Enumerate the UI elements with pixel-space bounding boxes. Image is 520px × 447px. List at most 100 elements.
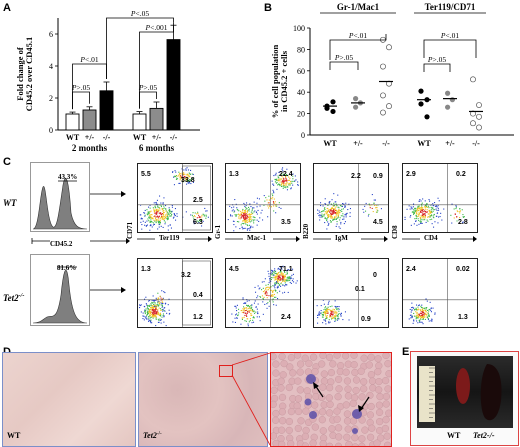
flow-event xyxy=(421,312,423,314)
flow-event xyxy=(234,321,236,323)
flow-event xyxy=(277,184,279,186)
flow-event xyxy=(264,293,266,295)
quadrant-value: 0 xyxy=(373,272,377,279)
flow-event xyxy=(147,310,149,312)
flow-event xyxy=(267,286,269,288)
flow-event xyxy=(147,214,149,216)
red-blood-cell xyxy=(384,385,391,393)
flow-event xyxy=(327,210,329,212)
flow-event xyxy=(415,307,417,309)
sig-a3-bracket xyxy=(139,91,157,109)
flow-event xyxy=(326,315,328,317)
flow-event xyxy=(326,312,328,314)
flow-event xyxy=(140,221,142,223)
flow-event xyxy=(160,206,162,208)
flow-event xyxy=(413,212,415,214)
flow-event xyxy=(340,210,342,212)
flow-event xyxy=(429,213,431,215)
flow-event xyxy=(275,276,277,278)
flow-event xyxy=(281,173,283,175)
flow-event xyxy=(431,319,433,321)
flow-event xyxy=(151,311,153,313)
flow-event xyxy=(184,176,186,178)
histogram-wt-curve xyxy=(32,178,88,230)
flow-event xyxy=(277,286,279,288)
flow-event xyxy=(146,307,148,309)
flow-event xyxy=(417,316,419,318)
flow-event xyxy=(267,216,269,218)
flow-event xyxy=(162,302,164,304)
flow-event xyxy=(282,177,284,179)
flow-event xyxy=(281,271,283,273)
flow-event xyxy=(416,317,418,319)
flow-event xyxy=(333,219,335,221)
flow-event xyxy=(140,204,142,206)
flow-event xyxy=(144,224,146,226)
flow-event xyxy=(408,318,410,320)
flow-event xyxy=(188,172,190,174)
flow-event xyxy=(245,216,247,218)
flow-event xyxy=(277,175,279,177)
flow-event xyxy=(171,211,173,213)
flow-event xyxy=(272,291,274,293)
flow-event xyxy=(163,321,165,323)
flow-event xyxy=(417,206,419,208)
flow-event xyxy=(418,200,420,202)
flow-event xyxy=(259,217,261,219)
flow-event xyxy=(416,210,418,212)
quadrant-value: 2.5 xyxy=(193,197,203,204)
flow-event xyxy=(258,316,260,318)
flow-event xyxy=(418,314,420,316)
flow-event xyxy=(268,286,270,288)
flow-event xyxy=(333,202,335,204)
flow-event xyxy=(157,321,159,323)
flow-event xyxy=(174,208,176,210)
flow-event xyxy=(282,173,284,175)
flow-event xyxy=(326,218,328,220)
flow-event xyxy=(271,198,273,200)
flow-event xyxy=(152,307,154,309)
flow-event xyxy=(286,174,288,176)
flow-event xyxy=(170,215,172,217)
flow-event xyxy=(283,270,285,272)
flow-plot-svg xyxy=(226,259,300,327)
flow-event xyxy=(276,274,278,276)
flow-event xyxy=(244,312,246,314)
red-blood-cell xyxy=(280,359,288,368)
flow-event xyxy=(190,214,192,216)
flow-event xyxy=(289,277,291,279)
quadrant-value: 2.8 xyxy=(458,219,468,226)
flow-event xyxy=(420,222,422,224)
flow-event xyxy=(150,305,152,307)
red-blood-cell xyxy=(375,362,383,370)
flow-event xyxy=(432,216,434,218)
flow-event xyxy=(148,316,150,318)
flow-event xyxy=(237,315,239,317)
flow-event xyxy=(422,307,424,309)
flow-event xyxy=(155,297,157,299)
red-blood-cell xyxy=(296,360,305,368)
flow-event xyxy=(253,216,255,218)
flow-event xyxy=(275,212,277,214)
flow-event xyxy=(240,310,242,312)
y-axis-label: CD71 xyxy=(126,221,134,239)
flow-event xyxy=(434,312,436,314)
arrow-marker xyxy=(360,396,370,410)
flow-event xyxy=(275,275,277,277)
flow-plot-wt-p2 xyxy=(225,163,301,233)
flow-event xyxy=(244,307,246,309)
flow-event xyxy=(248,206,250,208)
red-blood-cell xyxy=(325,409,334,417)
flow-event xyxy=(153,310,155,312)
flow-event xyxy=(155,313,157,315)
flow-event xyxy=(178,174,180,176)
flow-event xyxy=(155,202,157,204)
quadrant-value: 2.2 xyxy=(351,173,361,180)
data-point xyxy=(386,103,392,110)
quadrant-value: 1.3 xyxy=(458,314,468,321)
red-blood-cell xyxy=(384,360,391,368)
flow-event xyxy=(235,307,237,309)
flow-event xyxy=(338,306,340,308)
flow-event xyxy=(438,216,440,218)
